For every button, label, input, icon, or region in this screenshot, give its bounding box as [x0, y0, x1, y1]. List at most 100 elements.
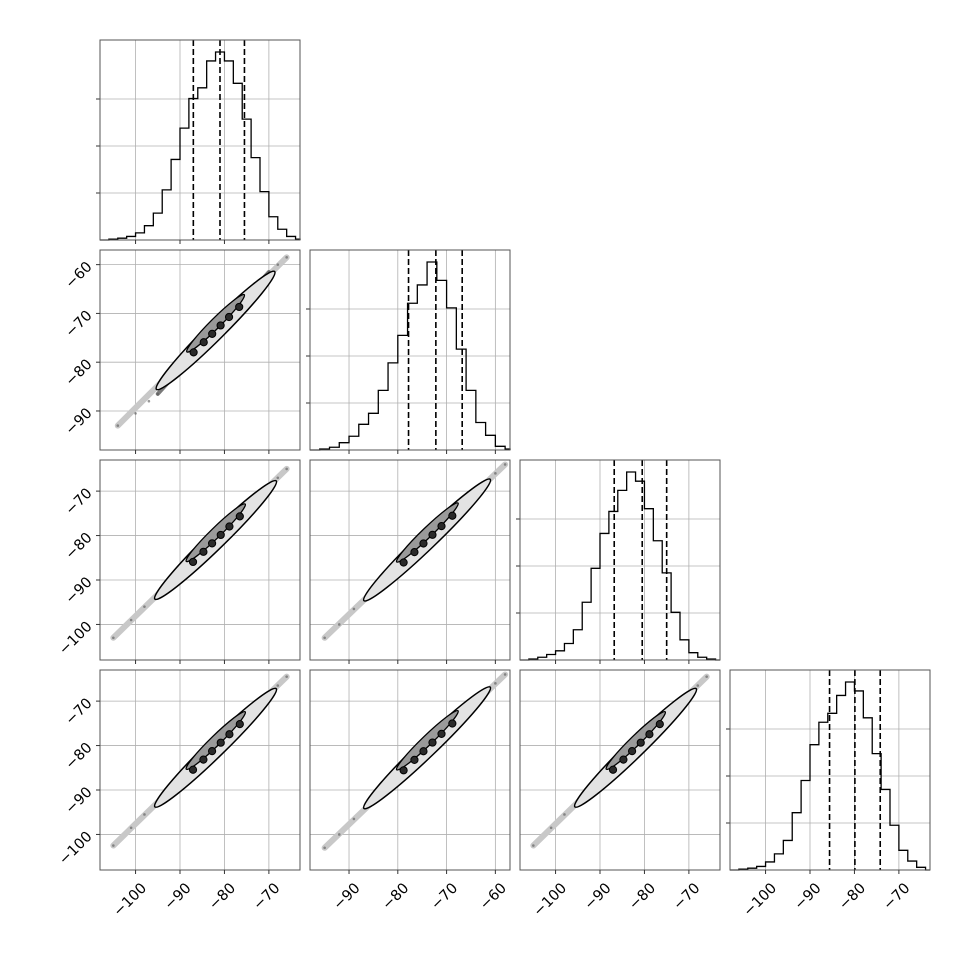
panel-3-2: −100 −90 −80 −70: [519, 669, 721, 920]
x-tick-label: −80: [626, 880, 659, 913]
panel-3-0: −100 −90 −80 −70 −100 −90 −80 −70: [56, 669, 301, 920]
contour-core: [216, 321, 225, 330]
contour-core: [235, 512, 244, 521]
contour-core: [224, 312, 234, 322]
y-tick-label: −90: [63, 574, 96, 607]
contour-core: [199, 755, 208, 764]
x-tick-label: −70: [881, 880, 914, 913]
contour-core: [216, 738, 225, 747]
sample-point: [285, 675, 288, 678]
sample-point: [563, 813, 566, 816]
contour-core: [428, 530, 437, 539]
histogram-2: [520, 471, 720, 661]
contour-core: [448, 719, 457, 728]
x-tick-label: −100: [741, 880, 780, 919]
y-tick-label: −70: [63, 695, 96, 728]
contour-core: [188, 557, 198, 567]
sample-point: [352, 817, 356, 821]
x-tick-label: −70: [251, 880, 284, 913]
x-tick-label: −60: [477, 880, 510, 913]
sample-point: [549, 826, 553, 830]
y-tick-label: −80: [63, 530, 96, 563]
x-tick-label: −80: [836, 880, 869, 913]
panel-1-1: [306, 249, 511, 454]
sample-point: [143, 813, 146, 816]
contour-core: [399, 766, 408, 775]
y-tick-label: −60: [63, 259, 96, 292]
contour-core: [199, 547, 208, 556]
sample-point: [276, 476, 280, 480]
sample-point: [696, 684, 700, 687]
contour-core: [235, 302, 244, 312]
sample-point: [112, 844, 115, 847]
panel-frame: [99, 39, 301, 241]
contour-core: [410, 755, 419, 765]
contour-core: [419, 747, 428, 756]
contour-core: [399, 558, 408, 567]
sample-point: [503, 463, 507, 466]
y-tick-label: −70: [63, 308, 96, 341]
x-tick-label: −100: [531, 880, 570, 919]
contour-core: [208, 329, 217, 338]
panel-background: [100, 40, 300, 240]
contour-core: [448, 511, 457, 520]
panel-frame: [519, 459, 721, 661]
sample-point: [129, 826, 133, 830]
contour-core: [428, 738, 437, 747]
contour-core: [225, 730, 234, 739]
contour-core: [199, 338, 208, 347]
contour-core: [608, 765, 618, 774]
contour-core: [645, 730, 654, 739]
contour-core: [619, 755, 628, 764]
y-tick-label: −70: [63, 485, 96, 518]
panel-frame: [99, 459, 301, 661]
panel-frame: [309, 249, 511, 451]
sample-point: [494, 682, 497, 685]
panel-2-1: [309, 459, 511, 664]
contour-core: [207, 539, 217, 548]
x-tick-label: −90: [331, 880, 364, 913]
contour-core: [636, 738, 645, 747]
sample-point: [276, 263, 280, 266]
sample-point: [147, 399, 151, 403]
sample-point: [129, 618, 133, 622]
sample-point: [323, 636, 326, 640]
y-tick-label: −80: [63, 740, 96, 773]
x-tick-label: −90: [162, 880, 195, 913]
sample-point: [112, 636, 115, 640]
panel-frame: [99, 669, 301, 871]
x-tick-label: −70: [428, 880, 461, 913]
sample-point: [285, 467, 288, 471]
x-tick-label: −90: [582, 880, 615, 913]
sample-point: [285, 256, 288, 259]
panel-frame: [309, 459, 511, 661]
sample-point: [116, 424, 120, 427]
sample-point: [337, 833, 341, 836]
sample-point: [352, 607, 356, 611]
panel-background: [520, 460, 720, 660]
panel-3-3: −100 −90 −80 −70: [726, 669, 931, 920]
contour-core: [419, 539, 428, 548]
sample-point: [705, 675, 708, 678]
panel-2-0: −100 −90 −80 −70: [56, 459, 301, 664]
panel-frame: [519, 669, 721, 871]
contour-core: [655, 720, 664, 729]
contour-core: [437, 729, 446, 739]
panel-frame: [99, 249, 301, 451]
y-tick-label: −90: [63, 784, 96, 817]
contour-core: [216, 530, 225, 540]
contour-core: [627, 747, 637, 756]
x-tick-label: −80: [206, 880, 239, 913]
contour-core: [225, 522, 234, 531]
x-tick-label: −100: [111, 880, 150, 919]
x-tick-label: −70: [671, 880, 704, 913]
y-tick-label: −100: [56, 619, 95, 658]
sample-point: [503, 673, 507, 676]
panel-0-0: [96, 39, 301, 244]
contour-core: [410, 548, 419, 557]
sample-point: [337, 623, 341, 626]
sample-point: [156, 392, 160, 396]
sample-point: [532, 844, 535, 847]
sample-point: [494, 472, 497, 475]
